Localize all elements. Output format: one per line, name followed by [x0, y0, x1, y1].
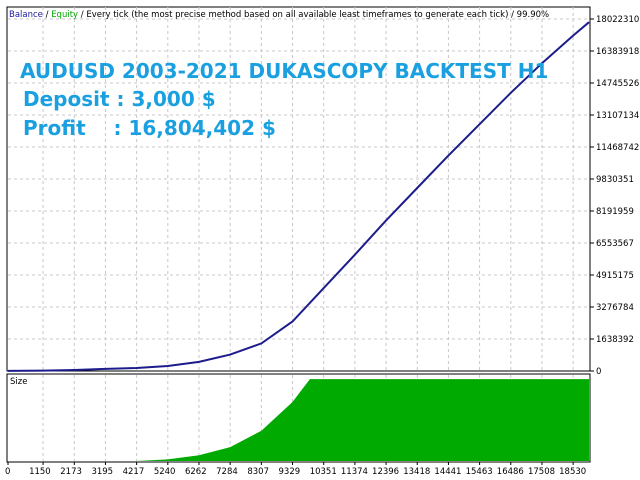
balance-legend-label: Balance [9, 10, 43, 20]
y-tick-label: 3276784 [596, 303, 634, 313]
x-tick-label: 1150 [29, 467, 51, 477]
equity-legend-label: Equity [51, 10, 78, 20]
y-tick-label: 8191959 [596, 207, 634, 217]
x-tick-label: 6262 [185, 467, 207, 477]
deposit-label: Deposit [23, 87, 110, 111]
y-tick-label: 6553567 [596, 239, 634, 249]
x-tick-label: 17508 [528, 467, 555, 477]
balance-line [7, 21, 590, 372]
x-tick-label: 7284 [216, 467, 238, 477]
x-tick-label: 12396 [372, 467, 399, 477]
x-tick-label: 2173 [60, 467, 82, 477]
y-tick-label: 4915175 [596, 271, 634, 281]
x-tick-label: 4217 [123, 467, 145, 477]
x-tick-label: 0 [5, 467, 10, 477]
x-axis-ticks: 0 1150 2173 3195 4217 5240 6262 7284 8307 9329 103… [5, 462, 586, 477]
x-tick-label: 10351 [310, 467, 337, 477]
profit-line: Profit : 16,804,402 $ [23, 116, 276, 140]
y-tick-label: 1638392 [596, 335, 634, 345]
x-tick-label: 15463 [466, 467, 493, 477]
x-tick-label: 8307 [247, 467, 269, 477]
y-tick-label: 0 [596, 367, 601, 377]
x-tick-label: 14441 [434, 467, 461, 477]
profit-label: Profit [23, 116, 86, 140]
x-tick-label: 9329 [279, 467, 301, 477]
test-method-description: Every tick (the most precise method base… [86, 10, 508, 20]
x-tick-label: 13418 [403, 467, 430, 477]
main-chart-frame [6, 6, 591, 372]
y-tick-label: 18022310 [596, 15, 639, 25]
main-chart-grid [8, 7, 589, 371]
x-tick-label: 18530 [559, 467, 586, 477]
profit-value: 16,804,402 $ [128, 116, 275, 140]
y-tick-label: 14745526 [596, 79, 639, 89]
deposit-line: Deposit : 3,000 $ [23, 87, 216, 111]
chart-header: Balance / Equity / Every tick (the most … [9, 10, 549, 20]
size-area [8, 379, 589, 461]
x-tick-label: 11374 [341, 467, 368, 477]
deposit-value: 3,000 $ [131, 87, 215, 111]
y-tick-label: 9830351 [596, 175, 634, 185]
report-title: AUDUSD 2003-2021 DUKASCOPY BACKTEST H1 [20, 59, 548, 83]
modelling-quality: 99.90% [517, 10, 549, 20]
x-tick-label: 16486 [497, 467, 524, 477]
y-tick-label: 13107134 [596, 111, 639, 121]
y-tick-label: 11468742 [596, 143, 639, 153]
size-panel-label: Size [10, 377, 27, 387]
x-tick-label: 5240 [154, 467, 176, 477]
x-tick-label: 3195 [91, 467, 113, 477]
y-axis-ticks: 0 1638392 3276784 4915175 6553567 8191959 9830… [590, 15, 639, 377]
y-tick-label: 16383918 [596, 47, 639, 57]
